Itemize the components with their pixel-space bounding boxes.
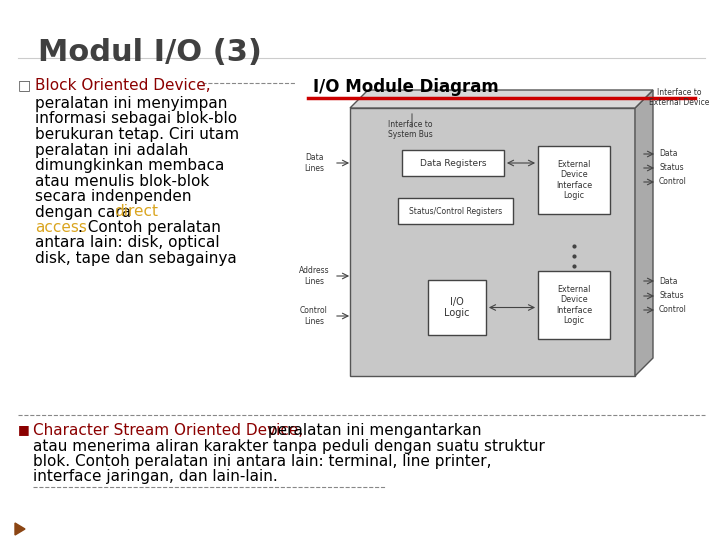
Bar xyxy=(538,146,610,214)
Text: dengan cara: dengan cara xyxy=(35,205,136,219)
Text: secara indenpenden: secara indenpenden xyxy=(35,189,192,204)
Text: Character Stream Oriented Device,: Character Stream Oriented Device, xyxy=(33,423,303,438)
Text: peralatan ini mengantarkan: peralatan ini mengantarkan xyxy=(263,423,482,438)
Text: Status: Status xyxy=(659,292,683,300)
Bar xyxy=(350,108,635,376)
Bar xyxy=(402,150,504,176)
Text: antara lain: disk, optical: antara lain: disk, optical xyxy=(35,235,220,251)
Text: Data: Data xyxy=(659,150,678,159)
Text: Modul I/O (3): Modul I/O (3) xyxy=(38,38,262,67)
Text: External
Device
Interface
Logic: External Device Interface Logic xyxy=(556,160,592,200)
Text: dimungkinkan membaca: dimungkinkan membaca xyxy=(35,158,225,173)
Text: Interface to
System Bus: Interface to System Bus xyxy=(387,120,433,139)
Text: Data: Data xyxy=(659,276,678,286)
Text: Block Oriented Device,: Block Oriented Device, xyxy=(35,78,211,93)
Polygon shape xyxy=(15,523,25,535)
Polygon shape xyxy=(350,90,653,108)
Bar xyxy=(398,198,513,224)
Text: Status/Control Registers: Status/Control Registers xyxy=(409,206,502,215)
Text: Data
Lines: Data Lines xyxy=(304,153,324,173)
Text: Control: Control xyxy=(659,178,687,186)
Text: disk, tape dan sebagainya: disk, tape dan sebagainya xyxy=(35,251,237,266)
Text: Address
Lines: Address Lines xyxy=(299,266,329,286)
Text: atau menulis blok-blok: atau menulis blok-blok xyxy=(35,173,210,188)
Bar xyxy=(428,280,486,335)
Text: External
Device
Interface
Logic: External Device Interface Logic xyxy=(556,285,592,325)
Text: I/O Module Diagram: I/O Module Diagram xyxy=(313,78,499,96)
Text: Control
Lines: Control Lines xyxy=(300,306,328,326)
Bar xyxy=(538,271,610,339)
Text: access: access xyxy=(35,220,87,235)
Text: atau menerima aliran karakter tanpa peduli dengan suatu struktur: atau menerima aliran karakter tanpa pedu… xyxy=(33,438,545,454)
Text: □: □ xyxy=(18,78,31,92)
Text: Status: Status xyxy=(659,164,683,172)
Polygon shape xyxy=(635,90,653,376)
Text: Control: Control xyxy=(659,306,687,314)
Text: blok. Contoh peralatan ini antara lain: terminal, line printer,: blok. Contoh peralatan ini antara lain: … xyxy=(33,454,492,469)
Text: I/O
Logic: I/O Logic xyxy=(444,296,469,318)
Text: peralatan ini menyimpan: peralatan ini menyimpan xyxy=(35,96,228,111)
Text: berukuran tetap. Ciri utam: berukuran tetap. Ciri utam xyxy=(35,127,239,142)
Text: ■: ■ xyxy=(18,423,30,436)
Text: direct: direct xyxy=(114,205,158,219)
Text: Interface to
External Device: Interface to External Device xyxy=(649,88,709,107)
Text: peralatan ini adalah: peralatan ini adalah xyxy=(35,143,188,158)
Text: Data Registers: Data Registers xyxy=(420,159,486,167)
Text: . Contoh peralatan: . Contoh peralatan xyxy=(78,220,221,235)
Text: interface jaringan, dan lain-lain.: interface jaringan, dan lain-lain. xyxy=(33,469,278,484)
Text: informasi sebagai blok-blo: informasi sebagai blok-blo xyxy=(35,111,237,126)
